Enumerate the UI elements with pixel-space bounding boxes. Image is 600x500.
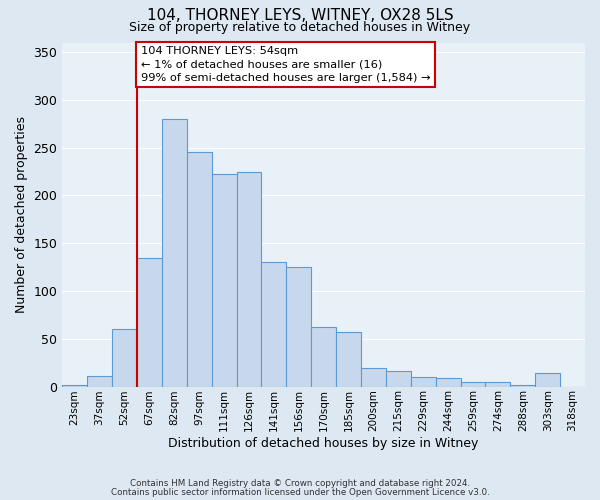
Bar — [112, 329, 137, 386]
Text: 104, THORNEY LEYS, WITNEY, OX28 5LS: 104, THORNEY LEYS, WITNEY, OX28 5LS — [146, 8, 454, 22]
Bar — [461, 382, 485, 386]
Bar — [386, 372, 411, 386]
Bar — [411, 377, 436, 386]
Bar — [485, 382, 511, 386]
Bar — [336, 332, 361, 386]
Bar — [436, 378, 461, 386]
Bar — [137, 258, 162, 386]
Y-axis label: Number of detached properties: Number of detached properties — [15, 116, 28, 313]
Bar — [286, 267, 311, 386]
Text: Contains public sector information licensed under the Open Government Licence v3: Contains public sector information licen… — [110, 488, 490, 497]
Bar — [535, 373, 560, 386]
Bar — [262, 262, 286, 386]
Bar — [187, 152, 212, 386]
Bar — [87, 376, 112, 386]
Text: Size of property relative to detached houses in Witney: Size of property relative to detached ho… — [130, 21, 470, 34]
Bar — [511, 384, 535, 386]
Bar — [361, 368, 386, 386]
X-axis label: Distribution of detached houses by size in Witney: Distribution of detached houses by size … — [169, 437, 479, 450]
Bar — [236, 172, 262, 386]
Bar — [62, 384, 87, 386]
Text: 104 THORNEY LEYS: 54sqm
← 1% of detached houses are smaller (16)
99% of semi-det: 104 THORNEY LEYS: 54sqm ← 1% of detached… — [140, 46, 430, 82]
Text: Contains HM Land Registry data © Crown copyright and database right 2024.: Contains HM Land Registry data © Crown c… — [130, 479, 470, 488]
Bar — [212, 174, 236, 386]
Bar — [311, 328, 336, 386]
Bar — [162, 119, 187, 386]
